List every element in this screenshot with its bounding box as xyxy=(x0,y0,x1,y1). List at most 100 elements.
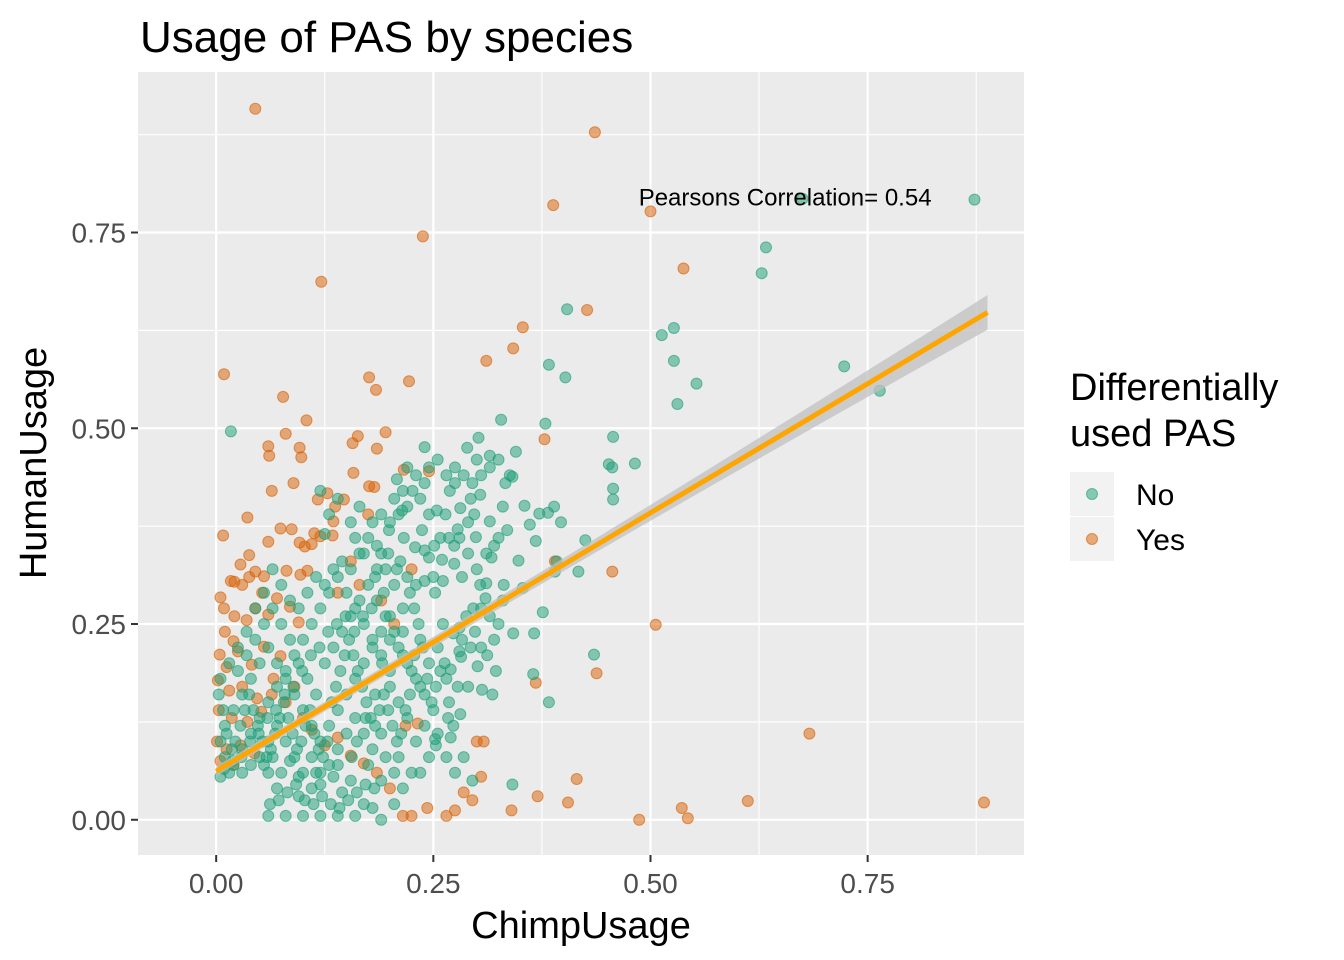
point-yes xyxy=(505,804,518,817)
point-yes xyxy=(236,578,249,591)
point-no xyxy=(331,743,344,756)
point-yes xyxy=(263,449,276,462)
point-no xyxy=(214,672,227,685)
point-no xyxy=(461,441,474,454)
point-no xyxy=(344,774,357,787)
point-yes xyxy=(271,592,283,605)
point-no xyxy=(279,735,292,748)
point-yes xyxy=(347,466,360,479)
point-no xyxy=(395,727,408,740)
point-yes xyxy=(562,796,574,809)
point-no xyxy=(240,625,253,638)
point-no xyxy=(316,790,329,803)
point-no xyxy=(351,665,364,677)
point-no xyxy=(439,508,452,521)
point-no xyxy=(304,649,317,662)
point-yes xyxy=(218,602,230,615)
chart-title: Usage of PAS by species xyxy=(140,13,633,62)
point-no xyxy=(258,586,270,599)
point-no xyxy=(667,322,680,334)
point-no xyxy=(507,627,520,640)
point-no xyxy=(416,524,428,537)
point-no xyxy=(536,606,549,619)
point-no xyxy=(457,751,470,764)
point-no xyxy=(528,627,541,640)
point-no xyxy=(392,751,405,764)
point-no xyxy=(322,625,335,638)
point-no xyxy=(388,578,401,591)
point-no xyxy=(509,445,522,458)
point-no xyxy=(394,555,407,568)
point-no xyxy=(512,554,525,567)
point-no xyxy=(423,657,435,670)
point-no xyxy=(472,431,485,444)
point-no xyxy=(454,708,467,721)
point-no xyxy=(279,665,292,677)
point-no xyxy=(271,782,283,795)
point-no xyxy=(760,241,772,254)
point-no xyxy=(418,477,431,490)
point-no xyxy=(667,354,680,367)
point-no xyxy=(529,535,542,547)
point-yes xyxy=(633,813,646,826)
point-no xyxy=(655,329,668,342)
point-no xyxy=(295,735,308,748)
point-no xyxy=(425,696,438,709)
point-no xyxy=(471,660,484,673)
point-no xyxy=(448,557,461,570)
point-no xyxy=(480,577,493,590)
point-no xyxy=(314,484,327,497)
point-no xyxy=(431,453,444,466)
point-no xyxy=(279,809,292,822)
point-no xyxy=(392,696,405,709)
point-no xyxy=(297,633,309,646)
point-no xyxy=(453,531,466,544)
point-no xyxy=(403,586,416,599)
point-no xyxy=(308,727,321,740)
point-yes xyxy=(258,570,270,583)
point-no xyxy=(350,786,363,799)
point-yes xyxy=(379,426,392,439)
point-no xyxy=(349,712,362,724)
point-no xyxy=(481,649,494,662)
point-no xyxy=(485,551,498,564)
point-yes xyxy=(279,427,292,440)
point-no xyxy=(301,586,314,599)
y-tick-label: 0.50 xyxy=(72,413,127,444)
point-no xyxy=(287,680,300,693)
point-no xyxy=(375,508,388,521)
point-no xyxy=(375,727,388,740)
point-no xyxy=(470,453,483,466)
point-no xyxy=(469,625,481,638)
point-no xyxy=(607,482,620,495)
point-no xyxy=(253,657,266,670)
point-no xyxy=(331,704,344,717)
point-no xyxy=(572,565,585,578)
point-no xyxy=(414,680,427,693)
point-no xyxy=(408,602,421,615)
point-yes xyxy=(466,794,479,807)
legend-key-no-dot xyxy=(1086,488,1098,500)
point-no xyxy=(518,499,531,512)
point-no xyxy=(348,625,361,638)
point-no xyxy=(347,649,360,662)
point-no xyxy=(344,563,357,576)
point-yes xyxy=(803,727,816,740)
point-no xyxy=(271,680,283,693)
point-no xyxy=(503,469,516,482)
point-yes xyxy=(241,511,254,524)
point-no xyxy=(252,727,265,740)
point-no xyxy=(307,798,320,811)
point-yes xyxy=(741,795,754,807)
point-no xyxy=(305,618,318,630)
point-no xyxy=(284,633,296,646)
point-no xyxy=(243,688,256,701)
point-yes xyxy=(346,437,359,450)
point-yes xyxy=(265,484,278,497)
point-no xyxy=(464,492,477,505)
point-no xyxy=(469,531,482,544)
point-no xyxy=(366,633,379,646)
point-yes xyxy=(457,786,470,799)
point-no xyxy=(365,602,378,615)
point-no xyxy=(602,458,615,471)
